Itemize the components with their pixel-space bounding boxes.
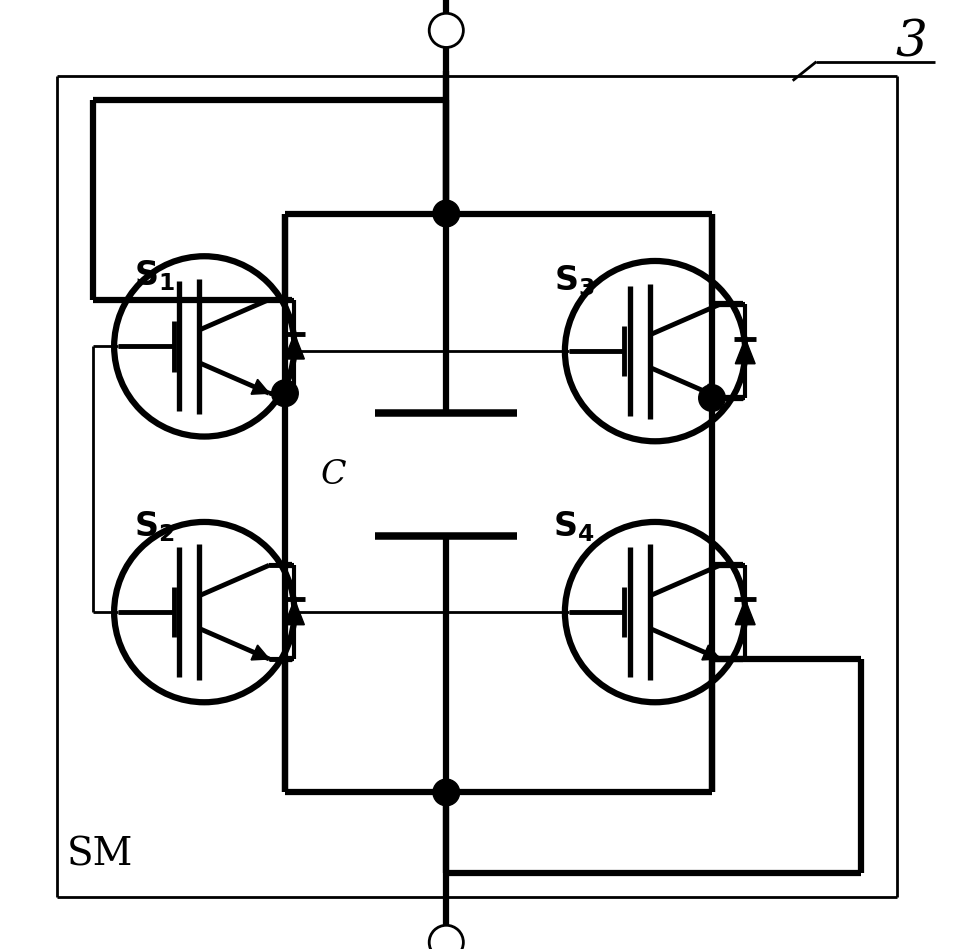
Text: $\mathbf{S_4}$: $\mathbf{S_4}$ — [553, 509, 595, 544]
Circle shape — [430, 13, 463, 47]
Polygon shape — [736, 339, 755, 363]
Text: C: C — [321, 458, 346, 491]
Text: $\mathbf{S_3}$: $\mathbf{S_3}$ — [553, 264, 595, 298]
Polygon shape — [251, 380, 269, 394]
Text: 3: 3 — [896, 18, 927, 67]
Text: $\mathbf{S_2}$: $\mathbf{S_2}$ — [134, 509, 175, 544]
Polygon shape — [251, 645, 269, 660]
Circle shape — [433, 779, 459, 806]
Circle shape — [271, 380, 298, 406]
Circle shape — [699, 384, 725, 411]
Text: SM: SM — [67, 836, 133, 873]
Text: $\mathbf{S_1}$: $\mathbf{S_1}$ — [134, 259, 175, 293]
Circle shape — [430, 925, 463, 949]
Polygon shape — [702, 384, 720, 399]
Polygon shape — [702, 645, 720, 660]
Polygon shape — [285, 600, 304, 624]
Circle shape — [433, 200, 459, 227]
Polygon shape — [285, 334, 304, 359]
Polygon shape — [736, 600, 755, 624]
